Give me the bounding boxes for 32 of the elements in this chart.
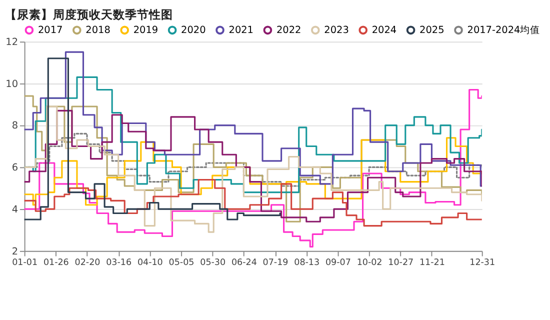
x-tick-label: 11-21 [419,258,445,268]
legend-label: 2023 [324,25,349,36]
legend-label: 2019 [133,25,158,36]
chart-title: 【尿素】周度预收天数季节性图 [5,7,174,22]
y-tick-label: 4 [12,204,18,216]
y-tick-label: 2 [12,246,18,258]
x-tick-label: 01-01 [12,258,38,268]
x-tick-label: 01-26 [43,258,70,268]
y-tick-label: 10 [6,78,18,90]
x-tick-label: 02-20 [74,258,100,268]
legend-label: 2020 [181,25,206,36]
x-tick-label: 06-24 [231,258,258,268]
x-tick-label: 04-10 [137,258,163,268]
x-tick-label: 05-30 [200,258,226,268]
legend-label: 2018 [86,25,110,36]
x-tick-label: 09-07 [325,258,351,268]
x-tick-label: 10-27 [388,258,414,268]
x-tick-label: 10-02 [356,258,382,268]
legend-label: 2022 [276,25,302,36]
legend-label: 2017 [38,25,63,36]
x-tick-label: 08-13 [294,258,320,268]
y-tick-label: 6 [12,162,18,174]
legend-label: 2024 [372,25,397,36]
legend-label: 2025 [420,25,444,36]
x-tick-label: 12-31 [470,258,496,268]
x-tick-label: 05-05 [168,258,194,268]
y-tick-label: 12 [6,37,18,48]
x-tick-label: 03-16 [106,258,132,268]
legend-label: 2021 [228,25,254,36]
x-tick-label: 07-19 [262,258,288,268]
legend-label: 2017-2024均值 [467,24,540,36]
y-tick-label: 8 [12,120,18,132]
